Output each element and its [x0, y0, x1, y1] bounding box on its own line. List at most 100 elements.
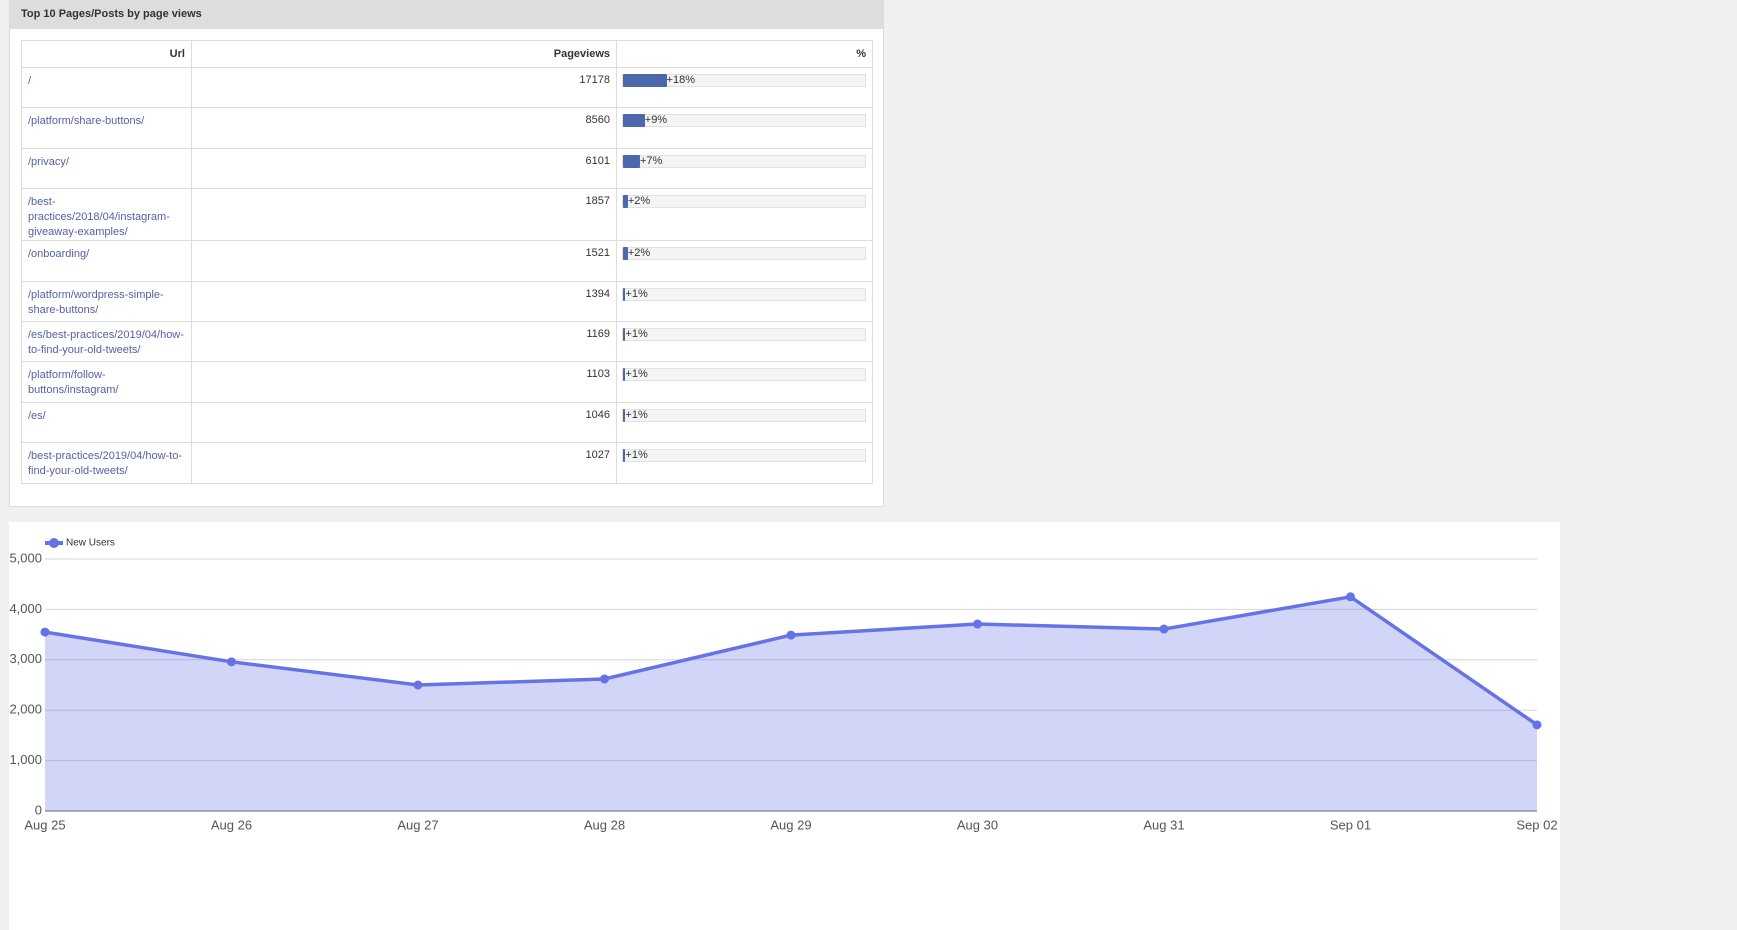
percent-label: +2%: [627, 247, 651, 260]
legend-label: New Users: [66, 538, 115, 549]
percent-cell: +2%: [616, 240, 873, 282]
percent-cell: +1%: [616, 320, 873, 363]
y-tick-label: 2,000: [9, 702, 42, 717]
pageviews-cell: 8560: [190, 107, 618, 149]
x-tick-label: Sep 02: [1516, 817, 1557, 832]
pageviews-cell: 6101: [190, 147, 618, 190]
percent-label: +2%: [627, 195, 651, 208]
percent-track: +9%: [622, 114, 866, 128]
url-link[interactable]: /es/best-practices/2019/04/how-to-find-y…: [28, 328, 184, 356]
percent-bar: [623, 449, 626, 463]
row: / 17178 +18%: [21, 66, 873, 109]
percent-cell: +2%: [616, 188, 873, 242]
panel: Top 10 Pages/Posts by page views Url Pag…: [9, 0, 884, 507]
url-cell: /platform/follow-buttons/instagram/: [21, 361, 192, 403]
point: [1346, 592, 1355, 602]
url-cell: /best-practices/2019/04/how-to-find-your…: [21, 442, 192, 484]
x-tick-label: Aug 30: [957, 817, 998, 832]
percent-bar: [623, 368, 626, 382]
percent-bar: [623, 74, 667, 87]
url-cell: /: [21, 66, 192, 109]
percent-label: +1%: [625, 368, 648, 381]
row: /best-practices/2019/04/how-to-find-your…: [21, 442, 873, 484]
percent-label: +1%: [625, 408, 648, 421]
url-cell: /best-practices/2018/04/instagram-giveaw…: [21, 188, 192, 242]
y-tick-label: 4,000: [9, 601, 42, 616]
percent-label: +1%: [625, 287, 648, 300]
point: [413, 680, 423, 690]
percent-bar: [623, 408, 626, 422]
x-tick-label: Aug 27: [397, 817, 438, 832]
row: /platform/follow-buttons/instagram/1103 +…: [21, 361, 873, 403]
row: /es/1046 +1%: [21, 401, 873, 444]
row: /privacy/6101 +7%: [21, 147, 873, 190]
url-cell: /platform/share-buttons/: [21, 107, 192, 149]
percent-label: +7%: [639, 154, 663, 167]
header-row: Url Pageviews %: [21, 40, 873, 68]
pageviews-cell: 1857: [190, 188, 618, 242]
column-header: %: [616, 40, 873, 68]
legend-marker: [49, 538, 59, 548]
row: /onboarding/1521 +2%: [21, 240, 873, 282]
percent-cell: +1%: [616, 361, 873, 403]
url-link[interactable]: /best-practices/2018/04/instagram-giveaw…: [28, 196, 170, 239]
point: [227, 657, 236, 667]
percent-label: +1%: [625, 449, 648, 462]
url-link[interactable]: /platform/share-buttons/: [28, 115, 145, 128]
percent-track: +1%: [622, 327, 866, 341]
url-link[interactable]: /platform/follow-buttons/instagram/: [28, 369, 119, 397]
column-header: Url: [21, 40, 192, 68]
point: [786, 630, 796, 640]
percent-track: +7%: [622, 154, 866, 168]
chart: 0 1,000 2,000 3,000 4,000 5,000 Aug 25 Aug 26 Au…: [9, 522, 1560, 930]
x-tick-label: Aug 28: [584, 817, 625, 832]
percent-track: +1%: [622, 287, 866, 301]
percent-track: +1%: [622, 449, 866, 463]
url-cell: /platform/wordpress-simple-share-buttons…: [21, 280, 192, 322]
url-cell: /onboarding/: [21, 240, 192, 282]
percent-track: +18%: [622, 74, 866, 87]
percent-cell: +1%: [616, 401, 873, 444]
row: /best-practices/2018/04/instagram-giveaw…: [21, 188, 873, 242]
point: [600, 674, 609, 684]
point: [973, 619, 982, 629]
y-tick-label: 0: [35, 802, 42, 817]
url-cell: /privacy/: [21, 147, 192, 190]
percent-cell: +1%: [616, 280, 873, 322]
row: /platform/share-buttons/8560 +9%: [21, 107, 873, 149]
url-cell: /es/: [21, 401, 192, 444]
percent-bar: [623, 114, 645, 128]
column-header: Pageviews: [190, 40, 618, 68]
pageviews-cell: 1394: [190, 280, 618, 322]
point: [1532, 720, 1542, 730]
x-tick-label: Aug 26: [211, 817, 252, 832]
point: [40, 627, 50, 637]
url-cell: /es/best-practices/2019/04/how-to-find-y…: [21, 320, 192, 363]
percent-track: +2%: [622, 195, 866, 209]
url-link[interactable]: /: [28, 75, 32, 87]
percent-label: +18%: [666, 74, 695, 86]
row: /platform/wordpress-simple-share-buttons…: [21, 280, 873, 322]
url-link[interactable]: /es/: [28, 409, 46, 422]
url-link[interactable]: /best-practices/2019/04/how-to-find-your…: [28, 450, 183, 478]
panel-title: Top 10 Pages/Posts by page views: [10, 0, 883, 29]
y-tick-label: 1,000: [9, 752, 42, 767]
url-link[interactable]: /onboarding/: [28, 248, 90, 261]
pageviews-cell: 1046: [190, 401, 618, 444]
percent-bar: [623, 327, 626, 341]
percent-label: +9%: [644, 114, 668, 127]
pageviews-cell: 1103: [190, 361, 618, 403]
percent-track: +1%: [622, 408, 866, 422]
x-tick-label: Aug 29: [770, 817, 811, 832]
percent-bar: [623, 247, 628, 261]
x-tick-label: Sep 01: [1330, 817, 1371, 832]
x-tick-label: Aug 25: [24, 817, 65, 832]
percent-bar: [623, 154, 640, 168]
area: [45, 596, 1537, 811]
percent-cell: +7%: [616, 147, 873, 190]
pageviews-cell: 1027: [190, 442, 618, 484]
url-link[interactable]: /platform/wordpress-simple-share-buttons…: [28, 288, 164, 316]
url-link[interactable]: /privacy/: [28, 155, 69, 168]
pageviews-cell: 17178: [190, 66, 618, 109]
